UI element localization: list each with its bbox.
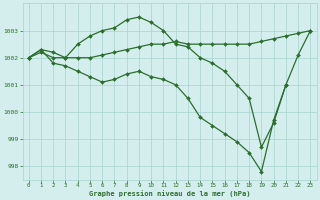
X-axis label: Graphe pression niveau de la mer (hPa): Graphe pression niveau de la mer (hPa) xyxy=(89,190,250,197)
